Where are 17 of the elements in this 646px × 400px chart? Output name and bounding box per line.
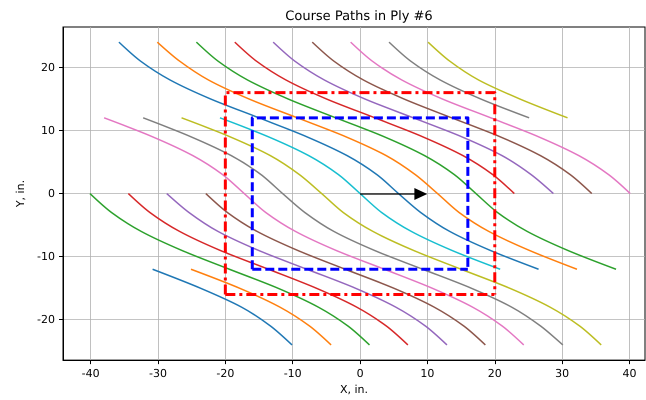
x-tick-label: 0 (356, 367, 364, 380)
y-tick-label: 0 (48, 187, 55, 200)
x-tick-label: -40 (82, 367, 100, 380)
y-tick-label: 10 (41, 124, 55, 137)
x-axis-title: X, in. (340, 383, 368, 396)
x-tick-label: -30 (148, 367, 167, 380)
y-axis-title: Y, in. (14, 180, 28, 208)
chart-title: Course Paths in Ply #6 (285, 9, 433, 24)
x-tick-label: 20 (488, 367, 502, 380)
y-tick-label: -10 (37, 250, 55, 264)
x-tick-label: -20 (216, 367, 234, 380)
x-tick-label: 40 (622, 367, 637, 380)
x-tick-label: -10 (284, 367, 302, 380)
y-tick-label: -20 (37, 313, 55, 326)
y-tick-label: 20 (41, 60, 55, 74)
x-tick-label: 30 (555, 367, 570, 380)
x-tick-label: 10 (420, 367, 434, 380)
